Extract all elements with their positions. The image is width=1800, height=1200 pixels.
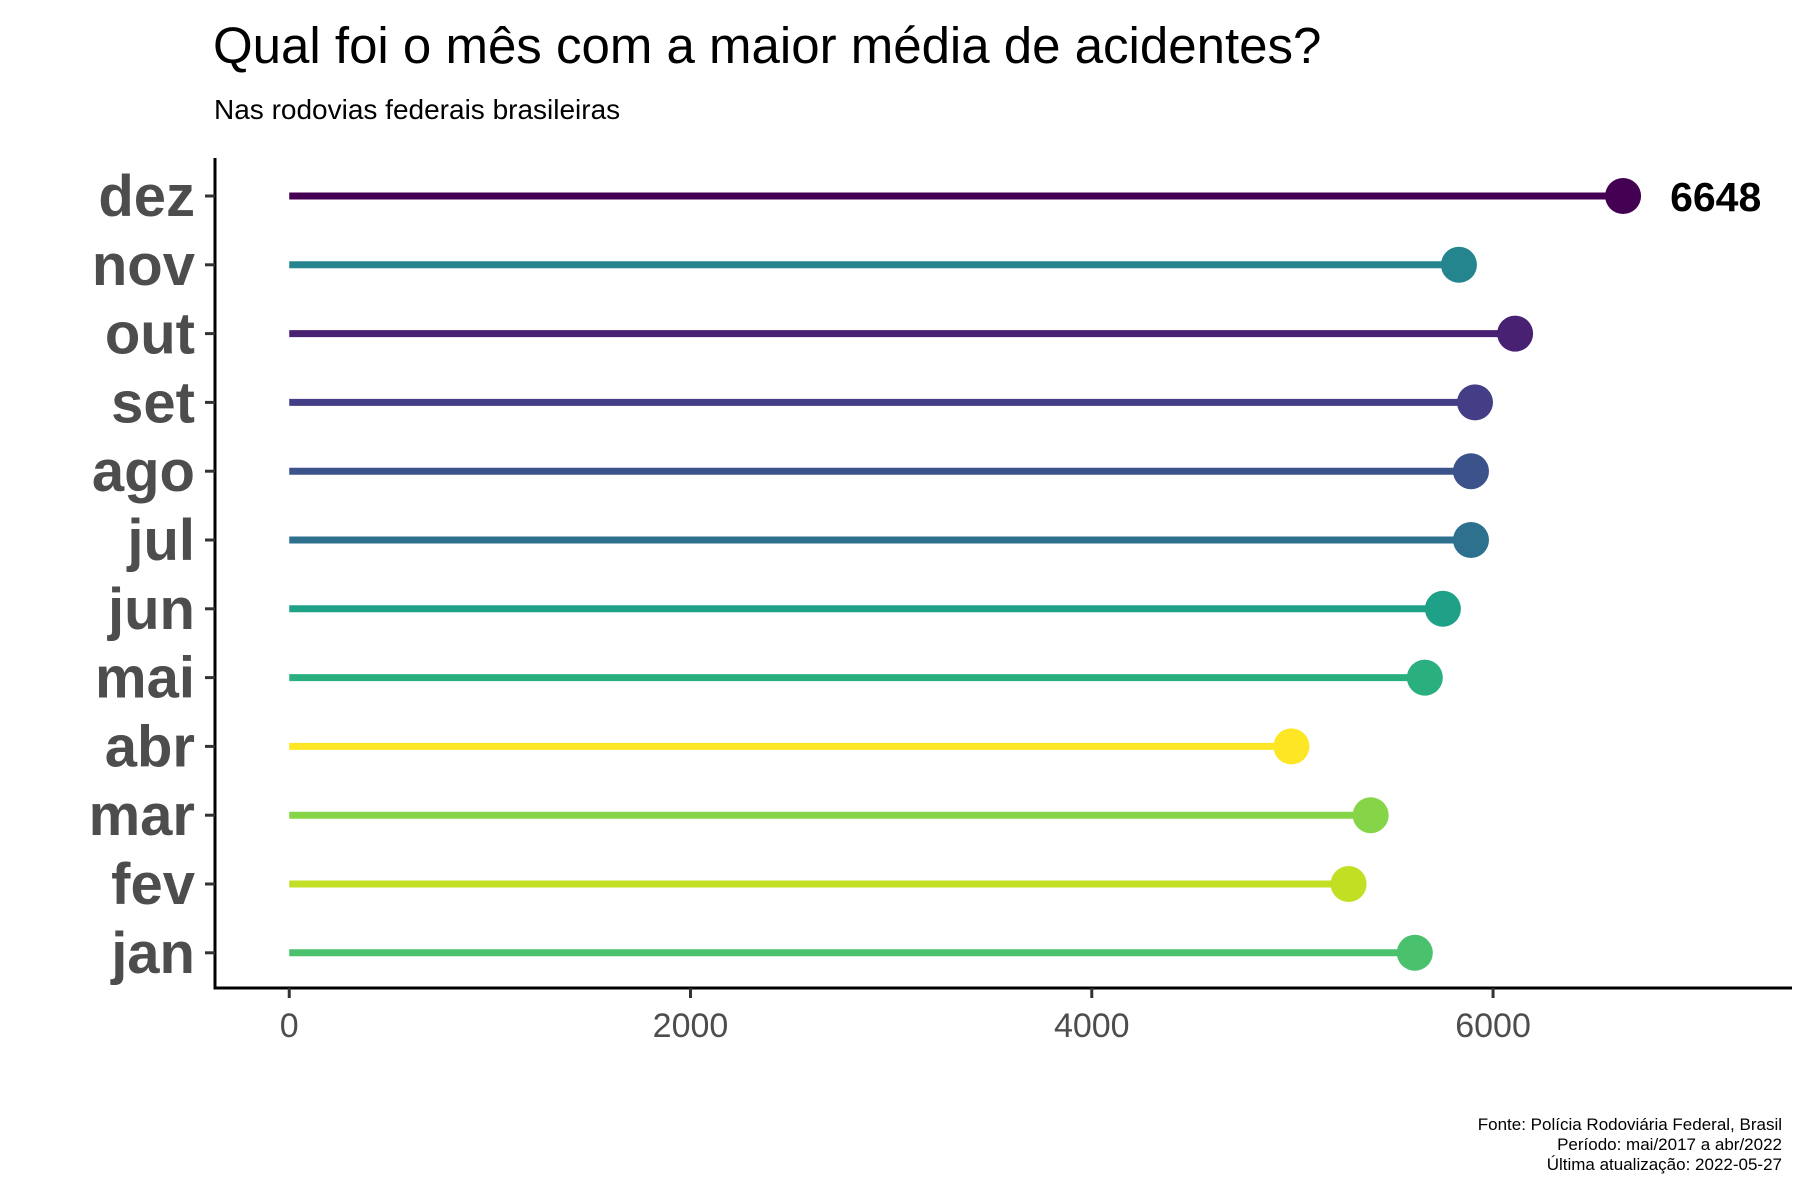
x-tick-label-2000: 2000 bbox=[653, 1007, 729, 1045]
lollipop-dot-jun bbox=[1424, 590, 1461, 627]
y-tick-label-jul: jul bbox=[126, 508, 195, 573]
caption-period: Período: mai/2017 a abr/2022 bbox=[1557, 1135, 1782, 1154]
lollipop-dot-ago bbox=[1452, 453, 1489, 490]
lollipop-dot-fev bbox=[1330, 866, 1367, 902]
y-tick-label-set: set bbox=[111, 370, 195, 435]
lollipop-dot-jan bbox=[1396, 934, 1433, 971]
caption-updated: Última atualização: 2022-05-27 bbox=[1546, 1155, 1782, 1174]
y-tick-label-mai: mai bbox=[95, 646, 195, 711]
y-tick-label-abr: abr bbox=[105, 714, 195, 779]
y-tick-label-jun: jun bbox=[107, 577, 195, 642]
lollipop-dot-jul bbox=[1452, 522, 1489, 558]
y-tick-label-dez: dez bbox=[98, 164, 195, 229]
lollipop-dot-set bbox=[1456, 384, 1493, 421]
y-tick-label-jan: jan bbox=[110, 921, 195, 986]
chart-marks: 6648 bbox=[289, 174, 1761, 971]
x-tick-label-0: 0 bbox=[280, 1007, 299, 1045]
x-tick-label-4000: 4000 bbox=[1054, 1007, 1130, 1045]
lollipop-dot-mai bbox=[1406, 659, 1443, 696]
lollipop-dot-abr bbox=[1273, 728, 1310, 765]
chart-subtitle: Nas rodovias federais brasileiras bbox=[214, 94, 621, 125]
y-tick-label-mar: mar bbox=[89, 783, 195, 848]
y-tick-label-nov: nov bbox=[92, 233, 195, 298]
y-tick-label-out: out bbox=[105, 302, 195, 367]
data-label-dez: 6648 bbox=[1670, 174, 1761, 220]
x-tick-label-6000: 6000 bbox=[1455, 1007, 1531, 1045]
y-tick-label-fev: fev bbox=[111, 852, 195, 917]
caption-source: Fonte: Polícia Rodoviária Federal, Brasi… bbox=[1477, 1115, 1782, 1134]
lollipop-dot-out bbox=[1497, 315, 1534, 352]
chart-caption: Fonte: Polícia Rodoviária Federal, Brasi… bbox=[1478, 1115, 1782, 1175]
y-tick-label-ago: ago bbox=[92, 439, 195, 504]
lollipop-dot-nov bbox=[1440, 246, 1477, 283]
lollipop-dot-mar bbox=[1352, 797, 1389, 834]
lollipop-dot-dez bbox=[1605, 178, 1642, 214]
chart-title: Qual foi o mês com a maior média de acid… bbox=[213, 17, 1322, 74]
